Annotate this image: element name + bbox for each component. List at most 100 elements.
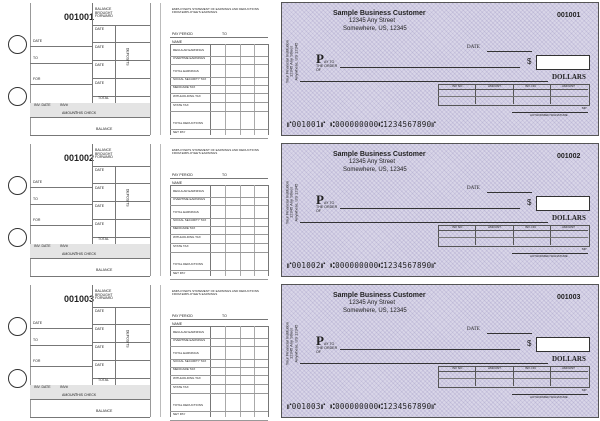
stub-deposits: DEPOSITS (125, 329, 130, 348)
rule-line (30, 258, 150, 259)
earnings-item: STATE TAX (173, 385, 189, 389)
rule-line (170, 111, 268, 112)
binder-hole (8, 87, 27, 106)
employee-name: NAME (172, 40, 183, 44)
binder-hole (8, 35, 27, 54)
earnings-item: TOTAL EARNINGS (173, 69, 199, 73)
invoice-column: INV. NO (525, 84, 536, 88)
stub-date: DATE (95, 204, 105, 208)
stub-inv-date: INV. DATE (34, 385, 51, 389)
pay-period: PAY PERIOD (172, 314, 193, 318)
rule-line (225, 44, 226, 135)
rule-line (170, 346, 268, 347)
rule-line (170, 367, 268, 368)
dollars-label: DOLLARS (552, 355, 586, 363)
earnings-item: WITHHOLDING TAX (173, 235, 201, 239)
rule-line (92, 324, 150, 325)
stub-amount: AMOUNT (62, 393, 78, 397)
stub-date: DATE (95, 222, 105, 226)
rule-line (210, 44, 211, 135)
rule-line (92, 360, 150, 361)
business-name: Sample Business Customer (333, 10, 426, 17)
rule-line (170, 85, 268, 86)
rule-line (160, 144, 161, 276)
rule-line (92, 42, 150, 43)
stub-number: 001002 (64, 153, 95, 163)
dollars-label: DOLLARS (552, 214, 586, 222)
stub-to: TO (33, 56, 38, 60)
earnings-item: REGULAR EARNINGS (173, 48, 205, 52)
pay-period-to: TO (222, 32, 227, 36)
shaded-band (30, 244, 150, 258)
rule-line (170, 218, 268, 219)
stub-number: 001003 (64, 294, 95, 304)
rule-line (170, 279, 268, 280)
rule-line (30, 225, 92, 226)
rule-line (170, 326, 268, 327)
rule-line (92, 60, 150, 61)
rule-line (160, 3, 161, 135)
shaded-band (30, 103, 150, 117)
amount-box (536, 55, 590, 70)
rule-line (115, 25, 116, 103)
rule-line (170, 243, 268, 244)
rule-line (210, 185, 211, 276)
stub-balance: BALANCE (96, 409, 113, 413)
earnings-item: OVERTIME EARNINGS (173, 56, 206, 60)
rule-line (170, 44, 268, 45)
rule-line (30, 135, 150, 136)
binder-hole (8, 176, 27, 195)
stub-deposits: DEPOSITS (125, 188, 130, 207)
earnings-title: EMPLOYER'S STATEMENT OF EARNINGS AND DED… (172, 148, 259, 155)
stub-to: TO (33, 338, 38, 342)
rule-line (512, 112, 588, 113)
rule-line (160, 285, 161, 417)
rule-line (92, 201, 150, 202)
business-street: 12345 Any Street (349, 159, 396, 165)
rule-line (30, 117, 150, 118)
rule-line (92, 3, 93, 103)
rule-line (92, 307, 150, 308)
pay-period: PAY PERIOD (172, 173, 193, 177)
rule-line (92, 378, 150, 379)
invoice-column: INV. NO (525, 366, 536, 370)
rule-line (30, 204, 92, 205)
bank-info: Your Financial Institution 12345 Any Stre… (284, 173, 298, 233)
rule-line (254, 326, 255, 417)
rule-line (92, 219, 150, 220)
mp-mark: MP (582, 106, 587, 110)
rule-line (30, 187, 92, 188)
invoice-column: INV NO (452, 366, 463, 370)
mp-mark: MP (582, 388, 587, 392)
stub-inv-date: INV. DATE (34, 244, 51, 248)
rule-line (30, 84, 92, 85)
rule-line (92, 166, 150, 167)
stub-date: DATE (95, 186, 105, 190)
stub-date: DATE (33, 321, 43, 325)
invoice-column: AMOUNT (562, 366, 575, 370)
stub-date: DATE (95, 81, 105, 85)
rule-line (340, 349, 520, 350)
stub-date: DATE (95, 345, 105, 349)
invoice-column: AMOUNT (488, 84, 501, 88)
stub-for: FOR (33, 218, 41, 222)
rule-line (225, 185, 226, 276)
rule-line (513, 366, 514, 386)
rule-line (438, 96, 588, 97)
mp-mark: MP (582, 247, 587, 251)
stub-total: TOTAL (98, 378, 109, 382)
rule-line (92, 96, 150, 97)
rule-line (170, 56, 268, 57)
stub-date: DATE (95, 309, 105, 313)
signature-label: AUTHORIZED SIGNATURE (530, 395, 568, 399)
stub-balance: BALANCE (96, 268, 113, 272)
stub-this-check: THIS CHECK (75, 252, 97, 256)
invoice-column: INV NO (452, 84, 463, 88)
earnings-item: TOTAL EARNINGS (173, 351, 199, 355)
rule-line (30, 366, 92, 367)
business-name: Sample Business Customer (333, 151, 426, 158)
check-number: 001002 (557, 153, 581, 160)
bank-line: Anywhere, US 12345 (293, 324, 299, 363)
rule-line (170, 185, 268, 186)
